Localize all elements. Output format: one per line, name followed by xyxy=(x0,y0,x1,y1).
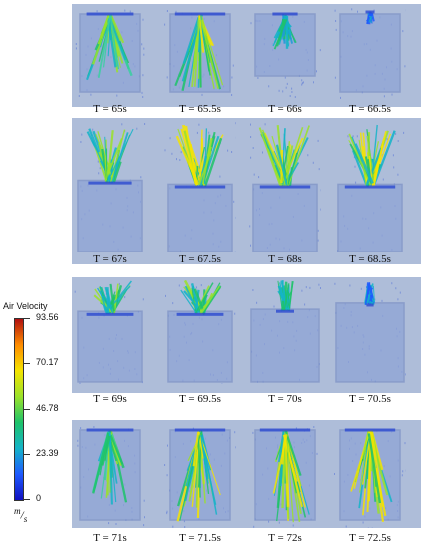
colorbar-tick-label: 23.39 xyxy=(36,448,59,458)
nozzle-outlet xyxy=(86,428,134,432)
nozzle-outlet xyxy=(86,312,134,316)
velocity-field-plot xyxy=(334,428,406,528)
frame-time-caption: T = 68s xyxy=(268,253,302,265)
frame-time-caption: T = 67.5s xyxy=(179,253,221,265)
unit-numerator: m xyxy=(14,506,21,516)
nozzle-outlet xyxy=(174,185,226,189)
colorbar-tickmark xyxy=(24,318,30,319)
nozzle-outlet xyxy=(365,10,375,14)
velocity-field-plot xyxy=(74,280,144,384)
colorbar-tickmark xyxy=(24,409,30,410)
frame-time-caption: T = 70.5s xyxy=(349,393,391,405)
simulation-frame xyxy=(249,280,321,384)
legend-title: Air Velocity xyxy=(3,301,48,311)
test-chamber xyxy=(77,179,143,252)
velocity-field-plot xyxy=(75,9,145,98)
velocity-field-plot xyxy=(252,426,318,528)
test-chamber xyxy=(250,308,320,383)
frame-time-caption: T = 66.5s xyxy=(349,103,391,115)
colorbar-tick-label: 70.17 xyxy=(36,357,59,367)
velocity-field-plot xyxy=(334,8,406,99)
test-chamber xyxy=(167,183,233,252)
velocity-field-plot xyxy=(250,280,321,383)
test-chamber xyxy=(252,183,318,252)
simulation-frame xyxy=(164,280,236,384)
colorbar xyxy=(14,318,24,501)
test-chamber xyxy=(335,302,405,383)
simulation-frame xyxy=(334,122,406,252)
colorbar-tick-label: 0 xyxy=(36,493,42,503)
velocity-field-plot xyxy=(249,123,321,252)
frame-time-caption: T = 68.5s xyxy=(349,253,391,265)
colorbar-tickmark xyxy=(24,363,30,364)
velocity-field-plot xyxy=(337,124,405,252)
nozzle-outlet xyxy=(176,312,224,316)
test-chamber xyxy=(339,13,401,93)
colorbar-tick-label: 93.56 xyxy=(36,312,59,322)
simulation-frame xyxy=(249,424,321,528)
nozzle-outlet xyxy=(174,428,226,432)
nozzle-outlet xyxy=(344,428,396,432)
frame-time-caption: T = 72.5s xyxy=(349,532,391,544)
velocity-field-plot xyxy=(77,426,145,527)
velocity-field-plot xyxy=(250,12,321,98)
nozzle-outlet xyxy=(86,12,134,16)
frame-time-caption: T = 71s xyxy=(93,532,127,544)
frame-time-caption: T = 70s xyxy=(268,393,302,405)
frame-time-caption: T = 67s xyxy=(93,253,127,265)
simulation-frame xyxy=(249,8,321,100)
simulation-frame xyxy=(164,122,236,252)
simulation-frame xyxy=(334,280,406,384)
velocity-field-plot xyxy=(334,282,406,383)
simulation-frame xyxy=(334,424,406,528)
simulation-frame xyxy=(74,8,146,100)
velocity-field-plot xyxy=(164,10,234,96)
velocity-field-plot xyxy=(164,427,236,528)
colorbar-tick-label: 46.78 xyxy=(36,403,59,413)
unit-label: m/s xyxy=(14,506,28,524)
simulation-frame xyxy=(164,8,236,100)
test-chamber xyxy=(77,310,143,383)
simulation-frame xyxy=(334,8,406,100)
simulation-frame xyxy=(164,424,236,528)
nozzle-outlet xyxy=(272,12,298,16)
frame-time-caption: T = 69.5s xyxy=(179,393,221,405)
frame-time-caption: T = 66s xyxy=(268,103,302,115)
simulation-frame xyxy=(74,280,146,384)
simulation-frame xyxy=(74,424,146,528)
colorbar-tickmark xyxy=(24,454,30,455)
frame-time-caption: T = 72s xyxy=(268,532,302,544)
nozzle-outlet xyxy=(366,303,374,307)
simulation-frame xyxy=(249,122,321,252)
colorbar-tickmark xyxy=(24,499,30,500)
frame-time-caption: T = 65s xyxy=(93,103,127,115)
frame-time-caption: T = 71.5s xyxy=(179,532,221,544)
nozzle-outlet xyxy=(276,309,294,313)
nozzle-outlet xyxy=(344,185,396,189)
simulation-frame xyxy=(74,122,146,252)
test-chamber xyxy=(337,183,403,252)
unit-denominator: s xyxy=(23,513,28,524)
nozzle-outlet xyxy=(259,185,311,189)
velocity-field-plot xyxy=(77,123,146,252)
frame-time-caption: T = 69s xyxy=(93,393,127,405)
velocity-field-plot xyxy=(165,280,236,384)
nozzle-outlet xyxy=(259,428,311,432)
nozzle-outlet xyxy=(88,181,132,185)
nozzle-outlet xyxy=(174,12,226,16)
velocity-field-plot xyxy=(164,122,236,252)
test-chamber xyxy=(167,310,233,383)
frame-time-caption: T = 65.5s xyxy=(179,103,221,115)
